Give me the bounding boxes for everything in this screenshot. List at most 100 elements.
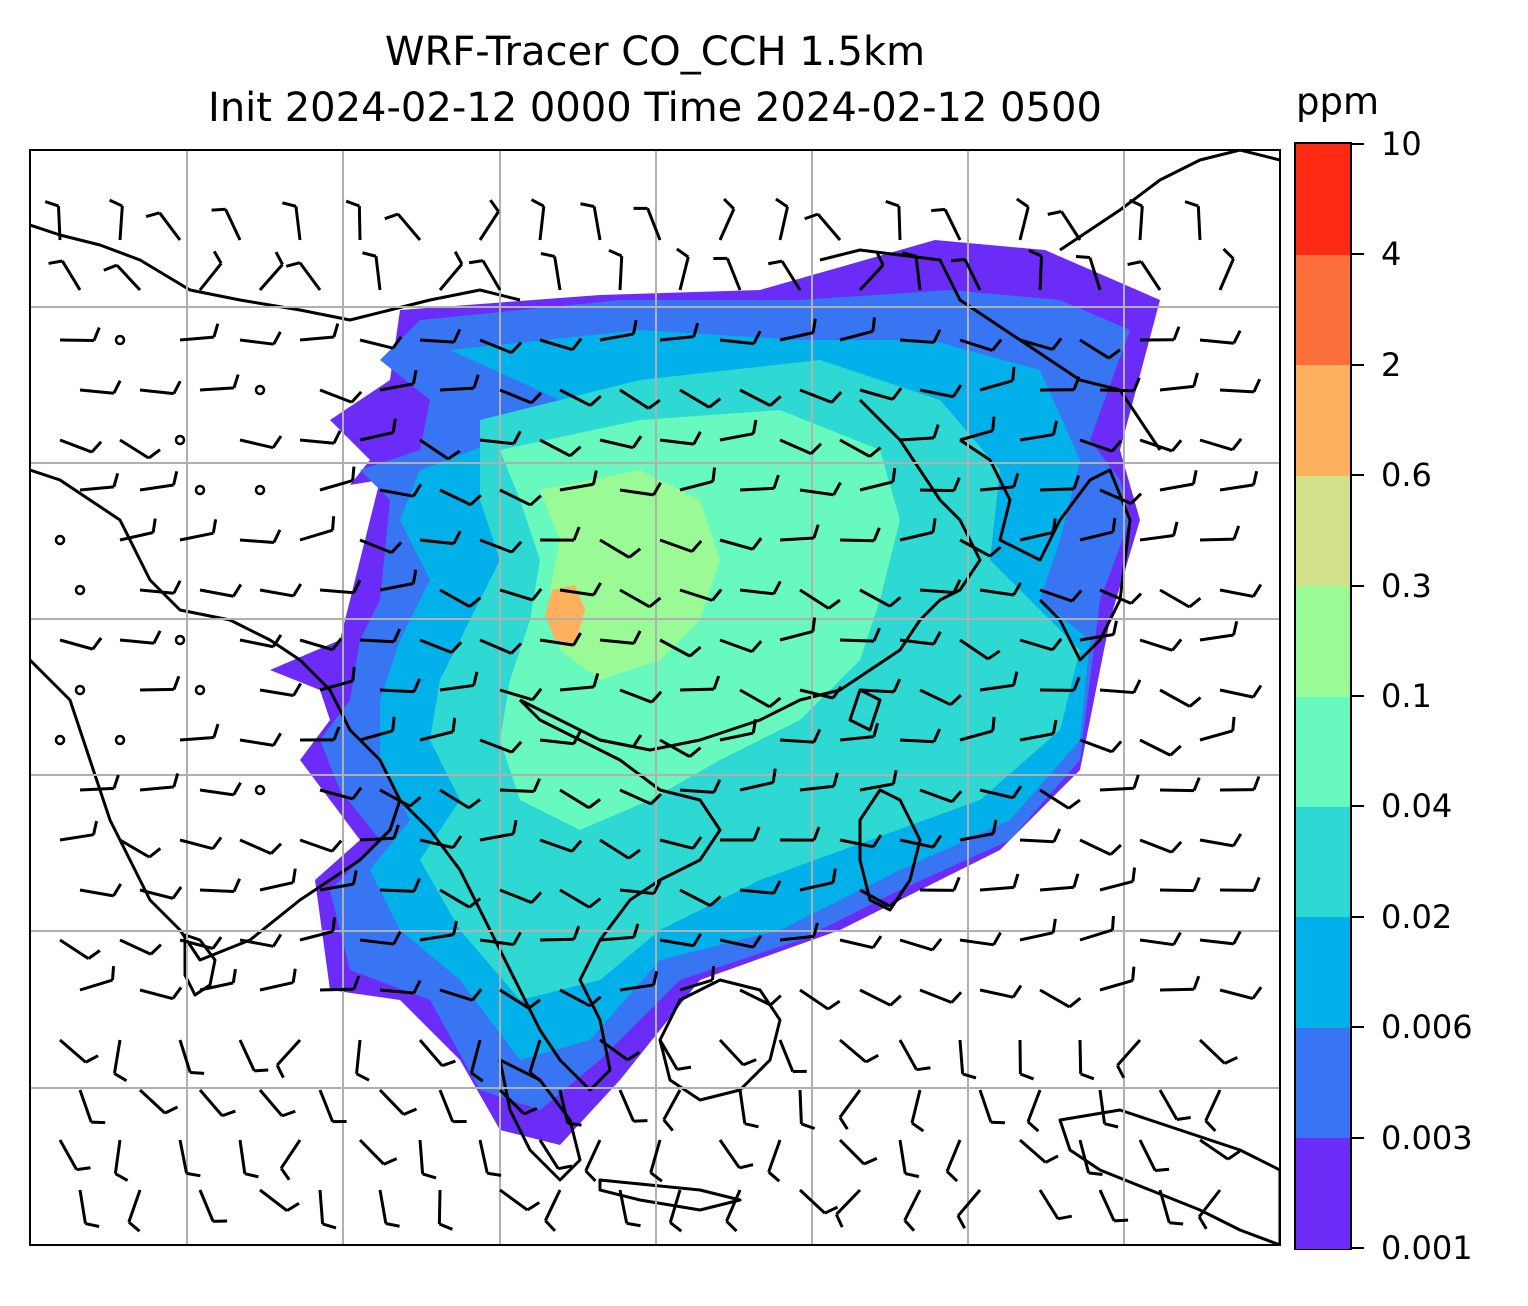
coastline-new-guinea: [1058, 1108, 1280, 1245]
wind-barb-flag: [1132, 377, 1141, 392]
wind-barb: [198, 1189, 215, 1222]
wind-barb: [799, 588, 830, 610]
colorbar-unit-label: ppm: [1296, 80, 1380, 123]
wind-barb-flag: [827, 999, 841, 1011]
wind-barb: [659, 938, 694, 948]
wind-barb: [646, 207, 662, 241]
wind-barb-flag: [291, 868, 297, 883]
wind-barb: [258, 1089, 284, 1117]
wind-barb-flag: [692, 322, 700, 338]
wind-barb-flag: [588, 897, 602, 909]
wind-barb-flag: [411, 569, 418, 584]
wind-barb: [919, 788, 953, 804]
wind-barb-flag: [832, 772, 839, 787]
wind-barb-flag: [1068, 997, 1082, 1009]
wind-barb-flag: [569, 445, 582, 457]
wind-barb-flag: [1231, 716, 1236, 731]
wind-barb: [739, 888, 774, 895]
wind-barb: [839, 1038, 867, 1064]
wind-barb-flag: [148, 847, 162, 859]
wind-barb: [379, 382, 414, 392]
wind-barb: [1018, 206, 1030, 241]
wind-barb-flag: [111, 965, 116, 981]
wind-barb: [479, 738, 513, 754]
wind-barb-flag: [1251, 684, 1263, 698]
wind-barb-flag: [345, 199, 360, 208]
wind-barb-flag: [1130, 592, 1143, 605]
wind-barb-flag: [572, 925, 581, 940]
wind-barb-flag: [932, 424, 940, 439]
wind-barb-flag: [385, 1222, 400, 1228]
wind-barb: [479, 938, 514, 947]
wind-barb: [1079, 738, 1113, 754]
wind-barb-flag: [690, 539, 703, 553]
wind-barb: [1079, 838, 1112, 856]
wind-barb: [1199, 633, 1234, 642]
wind-barb: [859, 588, 891, 608]
wind-barb-flag: [512, 931, 522, 946]
wind-barb-flag: [1170, 840, 1183, 854]
wind-barb: [679, 888, 711, 907]
colorbar-segment: [1296, 806, 1350, 918]
wind-barb: [1199, 537, 1235, 542]
wind-barb-flag: [412, 483, 423, 497]
wind-barb: [838, 1138, 866, 1166]
wind-barb-flag: [270, 842, 283, 855]
wind-barb: [179, 938, 214, 950]
wind-barb: [559, 388, 591, 407]
wind-barb: [239, 838, 272, 855]
wind-barb: [725, 1189, 742, 1222]
wind-barb: [959, 538, 991, 558]
wind-barb-flag: [992, 931, 1002, 946]
wind-barb: [919, 988, 953, 1004]
wind-barb-flag: [592, 470, 598, 485]
wind-barb: [79, 888, 114, 898]
wind-barb: [779, 331, 814, 342]
wind-barb: [839, 938, 874, 950]
wind-barb-flag: [1227, 1150, 1241, 1161]
wind-barb-flag: [956, 1215, 966, 1229]
wind-barb: [1199, 838, 1234, 848]
wind-barb-flag: [991, 338, 1003, 352]
wind-barb-flag: [112, 774, 120, 789]
wind-barb: [718, 1139, 741, 1169]
wind-barb-flag: [871, 935, 883, 949]
wind-barb-flag: [383, 1157, 398, 1166]
wind-barb-flag: [649, 793, 663, 806]
wind-barb-flag: [403, 1107, 418, 1116]
wind-barb-flag: [1132, 679, 1142, 694]
wind-barb: [139, 483, 174, 492]
wind-barb-flag: [1204, 1119, 1217, 1132]
wind-barb-flag: [572, 526, 581, 541]
colorbar-tick-label: 4: [1381, 235, 1402, 274]
wind-barb-flag: [1171, 439, 1183, 452]
wind-barb: [899, 938, 933, 952]
wind-barb: [239, 738, 274, 747]
wind-barb: [419, 838, 454, 850]
wind-barb: [739, 588, 774, 596]
colorbar-tick-label: 0.6: [1381, 456, 1432, 495]
wind-barb-flag: [1232, 620, 1239, 636]
wind-barb-flag: [588, 798, 602, 810]
wind-barb-flag: [557, 1164, 573, 1171]
wind-barb-flag: [291, 968, 297, 983]
wind-barb: [419, 338, 455, 344]
wind-barb: [899, 738, 935, 744]
wind-barb: [738, 1089, 747, 1124]
wind-barb: [798, 1089, 803, 1125]
wind-barb: [119, 438, 150, 460]
wind-barb-flag: [1222, 247, 1235, 260]
wind-barb-flag: [275, 1064, 285, 1079]
wind-barb: [499, 588, 533, 602]
wind-barb-flag: [950, 257, 966, 263]
wind-barb: [1138, 205, 1144, 241]
wind-barb: [679, 388, 711, 409]
wind-barb: [479, 638, 512, 655]
wind-barb-flag: [279, 1167, 291, 1181]
wind-barb-flag: [472, 374, 480, 389]
wind-barb: [359, 431, 394, 442]
wind-barb-flag: [523, 1106, 538, 1116]
wind-barb: [1159, 888, 1195, 893]
wind-barb: [1079, 928, 1113, 942]
wind-barb-flag: [991, 716, 996, 732]
